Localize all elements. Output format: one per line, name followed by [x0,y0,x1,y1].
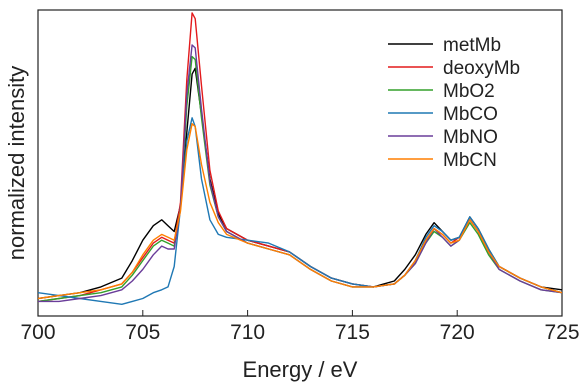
x-tick-label: 705 [125,321,160,344]
series-layer [38,12,562,305]
x-tick-label: 715 [335,321,370,344]
legend-label-mbcn: MbCN [443,150,497,171]
x-axis-ticks: 700 705 710 715 720 725 [20,310,580,344]
x-tick-label: 710 [230,321,265,344]
series-line-mbcn [38,123,562,300]
y-axis-title: normalized intensity [4,66,29,260]
x-tick-label: 700 [20,321,55,344]
x-axis-title: Energy / eV [243,357,358,382]
x-tick-label: 720 [440,321,475,344]
series-line-metmb [38,67,562,300]
series-line-mbco [38,117,562,305]
legend-label-deoxymb: deoxyMb [443,58,520,79]
legend-label-metmb: metMb [443,35,501,56]
legend-label-mbco: MbCO [443,104,498,125]
legend-label-mbno: MbNO [443,127,498,148]
plot-frame [37,9,563,317]
x-tick-label: 725 [544,321,579,344]
legend-label-mbo2: MbO2 [443,81,495,102]
